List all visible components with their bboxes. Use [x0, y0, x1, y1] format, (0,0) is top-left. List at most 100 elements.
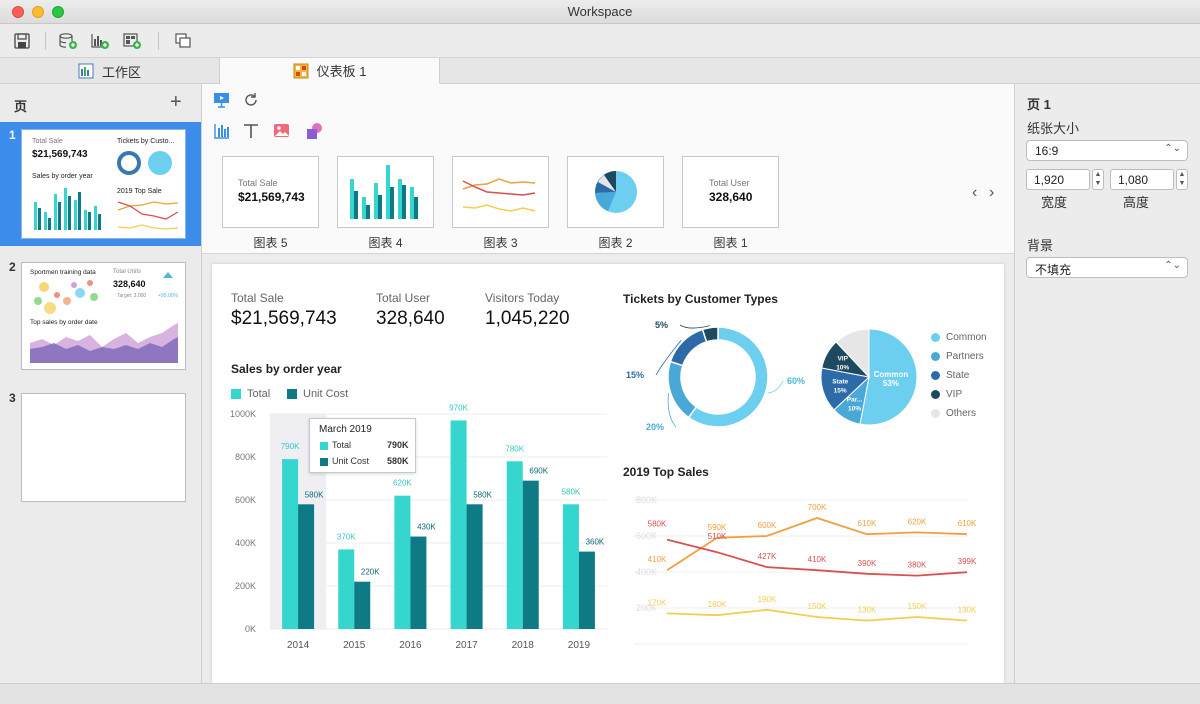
image-icon [274, 124, 289, 137]
thumb-text: Tickets by Custo... [117, 138, 175, 145]
zoom-window-button[interactable] [52, 6, 64, 18]
donut-slice[interactable] [701, 326, 719, 343]
line-data-label: 390K [858, 559, 877, 568]
add-chart-button[interactable] [89, 30, 111, 52]
y-tick-label: 600K [636, 531, 657, 541]
card-kpi-value: 328,640 [709, 190, 753, 204]
add-datasource-button[interactable] [57, 30, 79, 52]
bar-unit-cost[interactable] [354, 581, 371, 629]
legend-item[interactable]: Common [931, 332, 987, 343]
chart-card-label: 图表 5 [253, 236, 288, 250]
tab-dashboard-label: 仪表板 1 [316, 64, 367, 79]
thumb-charts [30, 272, 178, 363]
page-item-2[interactable]: Sportmen training data Total Units 328,6… [21, 262, 186, 370]
legend-item[interactable]: VIP [931, 389, 962, 400]
height-value: 1,080 [1118, 173, 1149, 187]
thumb-text: 328,640 [113, 279, 146, 289]
bar-total[interactable] [562, 504, 579, 629]
shape-icon [307, 123, 322, 139]
bar-chart-thumbnail [350, 165, 418, 219]
card-kpi-label: Total User [709, 178, 750, 188]
insert-shape-button[interactable] [304, 122, 324, 143]
x-tick-label: 2016 [399, 640, 422, 651]
line-series[interactable] [666, 538, 968, 577]
bar-unit-cost[interactable] [578, 551, 595, 629]
tab-dashboard[interactable]: 仪表板 1 [220, 58, 440, 84]
thumb-text: +95.00% [158, 293, 178, 299]
page-item-1[interactable]: 1 Total Sale $21,569,743 Tickets by Cust… [0, 122, 201, 246]
scroll-right-chevron-icon[interactable]: › [989, 184, 995, 201]
bar-data-label: 430K [417, 523, 436, 532]
line-data-label: 590K [708, 523, 727, 532]
background-select[interactable]: 不填充 ⌃⌄ [1026, 257, 1188, 278]
bar-total[interactable] [450, 420, 467, 629]
pie-slice[interactable] [835, 328, 870, 379]
bar-data-label: 620K [393, 479, 412, 488]
add-dashboard-button[interactable] [121, 30, 143, 52]
add-page-icon[interactable]: + [170, 91, 182, 113]
scroll-left-chevron-icon[interactable]: ‹ [972, 184, 978, 201]
thumb-text: Total Units [113, 269, 142, 275]
select-chevron-icon: ⌃⌄ [1164, 260, 1181, 271]
line-series[interactable] [666, 608, 968, 622]
dashboard-icon [293, 63, 309, 78]
paper-size-label: 纸张大小 [1027, 121, 1080, 136]
pie-label: State [832, 378, 848, 385]
overlap-windows-icon [175, 33, 191, 48]
y-tick-label: 400K [636, 567, 657, 577]
chart-card-1[interactable]: Total User 328,640 [682, 156, 779, 228]
page-item-3[interactable] [21, 393, 186, 502]
legend-item[interactable]: State [931, 370, 969, 381]
donut-label: 15% [626, 370, 644, 380]
height-stepper[interactable]: ▲ ▼ [1176, 169, 1188, 190]
donut-leader-line [655, 339, 682, 376]
bar-unit-cost[interactable] [410, 536, 427, 629]
bar-total[interactable] [338, 549, 355, 629]
bar-data-label: 580K [305, 490, 324, 499]
width-stepper[interactable]: ▲ ▼ [1092, 169, 1104, 190]
bar-unit-cost[interactable] [298, 504, 315, 629]
tooltip-label: Unit Cost [332, 456, 370, 466]
line-data-label: 130K [958, 606, 977, 615]
line-series[interactable] [666, 517, 968, 571]
bar-unit-cost[interactable] [466, 504, 483, 629]
legend-unit-cost: Unit Cost [287, 388, 348, 400]
donut-label: 20% [646, 422, 664, 432]
kpi-total-sale-label: Total Sale [231, 291, 284, 305]
window-arrange-button[interactable] [172, 30, 194, 52]
bar-chart-icon [214, 124, 229, 139]
legend-dot [931, 390, 940, 399]
thumb-text: Total Sale [32, 138, 63, 145]
insert-chart-button[interactable] [213, 122, 231, 143]
bar-total[interactable] [394, 495, 411, 629]
width-field[interactable]: 1,920 [1026, 169, 1090, 190]
chart-card-2[interactable] [567, 156, 664, 228]
present-button[interactable] [213, 91, 231, 112]
chart-card-5[interactable]: Total Sale $21,569,743 [222, 156, 319, 228]
bar-data-label: 580K [473, 490, 492, 499]
thumb-text: Top sales by order date [30, 319, 98, 326]
chart-card-4[interactable] [337, 156, 434, 228]
bar-total[interactable] [506, 461, 523, 629]
chart-card-3[interactable] [452, 156, 549, 228]
legend-dot [931, 352, 940, 361]
height-field[interactable]: 1,080 [1110, 169, 1174, 190]
minimize-window-button[interactable] [32, 6, 44, 18]
donut-slice[interactable] [667, 360, 698, 419]
legend-dot [931, 371, 940, 380]
bar-unit-cost[interactable] [522, 480, 539, 629]
legend-item[interactable]: Partners [931, 351, 984, 362]
save-button[interactable] [11, 30, 33, 52]
close-window-button[interactable] [12, 6, 24, 18]
pie-slice[interactable] [859, 328, 918, 426]
legend-item[interactable]: Others [931, 408, 976, 419]
paper-size-select[interactable]: 16:9 ⌃⌄ [1026, 140, 1188, 161]
tab-workspace[interactable]: 工作区 [0, 58, 220, 84]
refresh-button[interactable] [242, 91, 260, 112]
insert-image-button[interactable] [273, 122, 291, 143]
insert-text-button[interactable] [242, 122, 260, 143]
line-data-label: 150K [808, 602, 827, 611]
bar-total[interactable] [282, 459, 299, 629]
line-data-label: 610K [858, 519, 877, 528]
